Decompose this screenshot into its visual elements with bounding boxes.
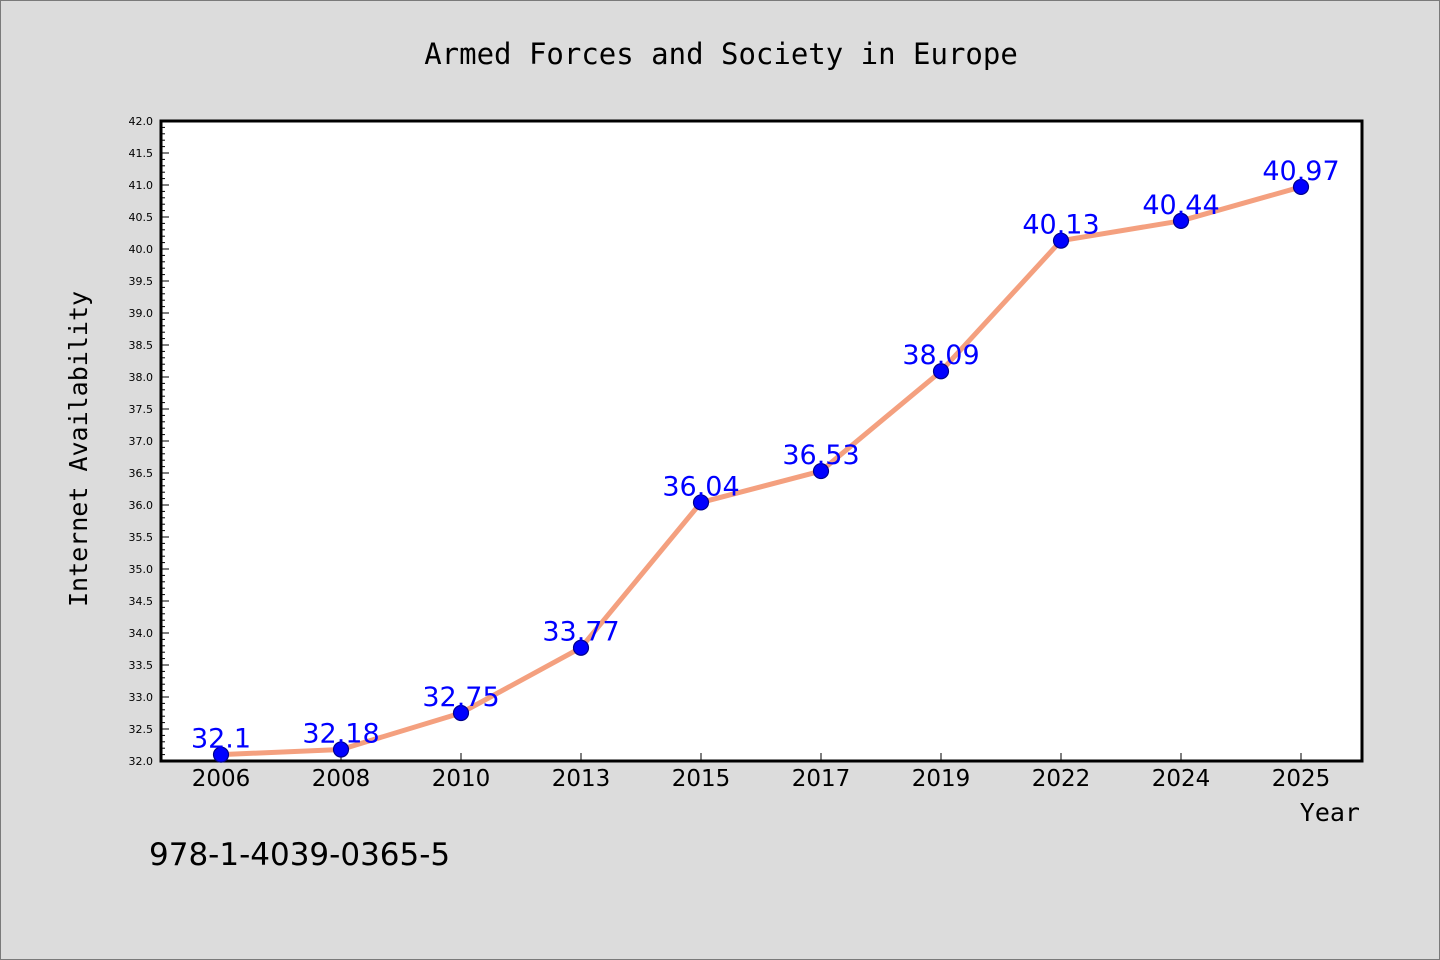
y-tick-label: 40.0 [129, 243, 154, 256]
y-tick-label: 34.5 [129, 595, 154, 608]
y-tick-label: 37.0 [129, 435, 154, 448]
y-tick-label: 33.5 [129, 659, 154, 672]
x-tick-label: 2024 [1152, 766, 1211, 792]
y-tick-label: 39.0 [129, 307, 154, 320]
y-tick-label: 40.5 [129, 211, 154, 224]
data-label: 40.97 [1262, 156, 1339, 187]
series-line [218, 184, 1304, 758]
y-tick-label: 32.0 [129, 755, 154, 768]
x-tick-label: 2013 [552, 766, 611, 792]
data-label: 40.13 [1022, 210, 1099, 241]
data-point [812, 462, 830, 480]
y-tick-label: 36.5 [129, 467, 154, 480]
y-tick-label: 39.5 [129, 275, 154, 288]
data-point [932, 363, 950, 380]
data-label: 38.09 [902, 340, 979, 371]
data-series [212, 178, 1310, 763]
data-label: 36.53 [782, 440, 859, 471]
data-labels: 32.1 32.18 32.75 33.77 36.04 36.53 38.09 40.13 4… [191, 156, 1340, 755]
x-tick-label: 2022 [1032, 766, 1091, 792]
data-point [332, 741, 350, 758]
y-tick-label: 41.0 [129, 179, 154, 192]
data-point [1292, 178, 1310, 196]
isbn-footer: 978-1-4039-0365-5 [149, 837, 450, 873]
data-point [212, 746, 230, 763]
y-axis-label: Internet Availability [64, 291, 93, 607]
x-tick-label: 2025 [1272, 766, 1331, 792]
plot-area [159, 119, 1364, 763]
x-axis-label: Year [1300, 798, 1360, 827]
y-tick-label: 38.5 [129, 339, 154, 352]
y-tick-label: 33.0 [129, 691, 154, 704]
x-axis: 2006 2008 2010 2013 2015 2017 2019 2022 2024 2025 [192, 753, 1331, 792]
y-tick-label: 37.5 [129, 403, 154, 416]
x-tick-label: 2019 [912, 766, 971, 792]
data-point [1052, 232, 1070, 249]
y-tick-label: 35.5 [129, 531, 154, 544]
y-tick-label: 35.0 [129, 563, 154, 576]
data-point [452, 704, 470, 722]
x-tick-label: 2006 [192, 766, 251, 792]
y-tick-label: 32.5 [129, 723, 154, 736]
y-tick-label: 36.0 [129, 499, 154, 512]
x-tick-label: 2015 [672, 766, 731, 792]
data-point [572, 639, 590, 656]
data-label: 36.04 [662, 471, 739, 502]
y-tick-label: 34.0 [129, 627, 154, 640]
chart-title: Armed Forces and Society in Europe [424, 37, 1018, 71]
data-label: 32.1 [191, 724, 251, 755]
data-label: 32.18 [302, 718, 379, 749]
data-label: 33.77 [542, 617, 619, 648]
x-tick-label: 2008 [312, 766, 371, 792]
data-point [692, 494, 710, 511]
data-label: 32.75 [422, 682, 499, 713]
y-axis: 32.0 32.5 33.0 33.5 34.0 34.5 35.0 35.5 36.0 36.5… [129, 115, 169, 768]
data-point [1172, 212, 1190, 229]
x-tick-label: 2010 [432, 766, 491, 792]
y-tick-label: 42.0 [129, 115, 154, 128]
y-tick-label: 41.5 [129, 147, 154, 160]
data-label: 40.44 [1142, 190, 1219, 221]
y-tick-label: 38.0 [129, 371, 154, 384]
x-tick-label: 2017 [792, 766, 851, 792]
